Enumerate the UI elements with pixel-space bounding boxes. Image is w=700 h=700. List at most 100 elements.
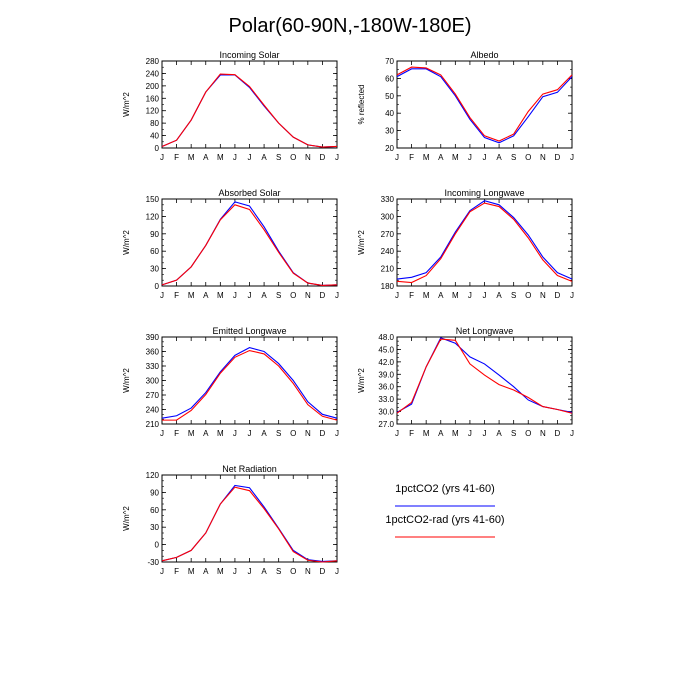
x-tick-label: D [320,291,326,300]
x-tick-label: A [496,291,502,300]
x-tick-label: O [290,153,296,162]
y-tick-label: 360 [146,348,160,357]
y-tick-label: 210 [146,420,160,429]
series-line-1pctco2-rad [161,73,338,148]
x-tick-label: J [483,291,487,300]
x-tick-label: A [203,429,209,438]
x-tick-label: J [233,429,237,438]
x-tick-label: J [468,291,472,300]
x-tick-label: J [570,429,574,438]
series-line-1pctco2 [396,68,573,144]
y-tick-label: 0 [155,144,160,153]
x-tick-label: O [290,429,296,438]
x-tick-label: J [233,291,237,300]
y-tick-label: 300 [381,212,395,221]
y-tick-label: 80 [150,119,159,128]
series-line-1pctco2-rad [161,486,338,563]
y-tick-label: 240 [381,247,395,256]
y-tick-label: 70 [385,57,394,66]
x-tick-label: S [276,291,281,300]
x-tick-label: D [555,153,561,162]
x-tick-label: A [203,567,209,576]
x-tick-label: M [452,429,459,438]
x-tick-label: N [540,153,546,162]
y-tick-label: 60 [385,74,394,83]
x-tick-label: F [174,567,179,576]
y-axis-label: W/m^2 [122,230,131,255]
y-tick-label: 210 [381,265,395,274]
y-tick-label: 0 [155,541,160,550]
x-tick-label: F [174,291,179,300]
x-tick-label: N [305,567,311,576]
x-tick-label: S [276,429,281,438]
x-tick-label: J [160,153,164,162]
x-tick-label: J [160,429,164,438]
series-line-1pctco2-rad [396,66,573,142]
y-tick-label: 20 [385,144,394,153]
y-axis-label: % reflected [357,84,366,124]
panel-title: Net Radiation [222,464,277,474]
x-tick-label: F [409,291,414,300]
y-axis-label: W/m^2 [357,230,366,255]
x-tick-label: O [525,291,531,300]
y-tick-label: 45.0 [378,345,394,354]
x-tick-label: N [305,153,311,162]
y-tick-label: 120 [146,212,160,221]
y-axis-label: W/m^2 [122,368,131,393]
y-tick-label: 60 [150,247,159,256]
x-tick-label: J [233,567,237,576]
x-tick-label: A [203,291,209,300]
x-tick-label: J [395,429,399,438]
x-tick-label: F [174,153,179,162]
x-tick-label: J [233,153,237,162]
series-line-1pctco2-rad [161,204,338,286]
panel-title: Net Longwave [456,326,514,336]
x-tick-label: J [248,291,252,300]
y-tick-label: 0 [155,282,160,291]
x-tick-label: J [483,429,487,438]
x-tick-label: O [525,153,531,162]
y-tick-label: 150 [146,195,160,204]
plot-frame [396,336,573,425]
y-tick-label: 30 [385,127,394,136]
x-tick-label: A [261,153,267,162]
y-tick-label: 40 [150,132,159,141]
x-tick-label: F [174,429,179,438]
plot-frame [161,198,338,287]
x-tick-label: N [540,429,546,438]
x-tick-label: A [261,429,267,438]
y-tick-label: 280 [146,57,160,66]
y-axis-label: W/m^2 [357,368,366,393]
x-tick-label: M [423,291,430,300]
x-tick-label: N [305,429,311,438]
x-tick-label: M [452,153,459,162]
x-tick-label: J [570,291,574,300]
x-tick-label: M [217,429,224,438]
y-tick-label: 330 [381,195,395,204]
figure-title: Polar(60-90N,-180W-180E) [228,15,471,37]
panel-title: Albedo [470,50,498,60]
y-tick-label: -30 [147,558,159,567]
y-tick-label: 160 [146,94,160,103]
x-tick-label: D [555,291,561,300]
x-tick-label: N [540,291,546,300]
x-tick-label: J [335,429,339,438]
x-tick-label: D [320,153,326,162]
x-tick-label: S [276,567,281,576]
x-tick-label: D [320,429,326,438]
x-tick-label: A [261,291,267,300]
panel-title: Absorbed Solar [218,188,280,198]
x-tick-label: M [188,567,195,576]
x-tick-label: J [248,153,252,162]
y-tick-label: 200 [146,82,160,91]
plot-frame [161,60,338,149]
series-line-1pctco2 [161,484,338,562]
x-tick-label: M [217,291,224,300]
y-tick-label: 300 [146,377,160,386]
